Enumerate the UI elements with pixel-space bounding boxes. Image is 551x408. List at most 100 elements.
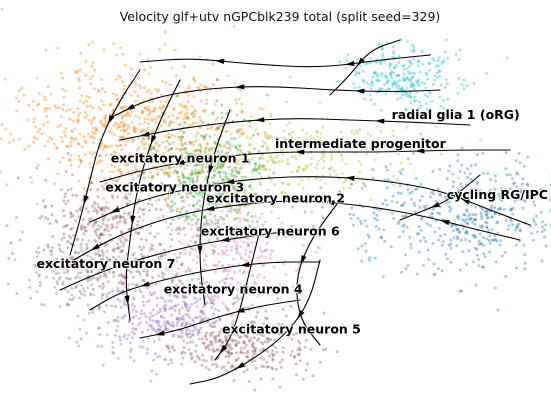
cell-point xyxy=(159,153,163,157)
cell-point xyxy=(193,325,197,329)
cell-point xyxy=(265,93,269,97)
cell-point xyxy=(148,231,152,235)
cell-point xyxy=(412,48,416,52)
cell-point xyxy=(404,213,408,217)
cell-point xyxy=(338,60,342,64)
cell-point xyxy=(125,110,129,114)
cell-point xyxy=(48,106,52,110)
cell-point xyxy=(62,214,66,218)
cell-point xyxy=(61,209,65,213)
cell-point xyxy=(212,169,216,173)
cell-point xyxy=(263,197,267,200)
cell-point xyxy=(519,190,523,194)
cell-point xyxy=(72,233,76,237)
cell-point xyxy=(147,202,150,206)
cell-point xyxy=(105,223,109,227)
cell-point xyxy=(455,227,459,231)
cell-point xyxy=(181,356,185,360)
cell-point xyxy=(250,360,254,364)
cell-point xyxy=(171,324,175,328)
cell-point xyxy=(196,227,199,231)
cell-point xyxy=(61,108,65,111)
cell-point xyxy=(242,340,246,344)
cell-point xyxy=(210,295,214,299)
cell-point xyxy=(420,216,424,220)
cell-point xyxy=(99,206,103,210)
cell-point xyxy=(83,225,87,229)
cell-point xyxy=(539,188,543,191)
cell-point xyxy=(169,120,172,124)
cell-point xyxy=(367,235,371,239)
cell-point xyxy=(114,151,118,155)
cell-point xyxy=(241,197,245,201)
cell-point xyxy=(232,81,236,85)
cell-point xyxy=(405,76,409,80)
cell-point xyxy=(121,135,125,139)
cell-point xyxy=(52,276,56,280)
cell-point xyxy=(51,263,55,267)
cell-point xyxy=(321,348,325,352)
cell-point xyxy=(100,296,104,300)
cell-point xyxy=(175,317,179,321)
cell-point xyxy=(218,330,222,334)
cell-point xyxy=(494,238,498,242)
cell-point xyxy=(217,127,221,131)
cell-point xyxy=(116,221,119,225)
cell-point xyxy=(522,198,526,202)
cell-point xyxy=(418,199,422,202)
cell-point xyxy=(390,76,394,80)
cell-point xyxy=(131,308,135,312)
cell-point xyxy=(189,141,193,145)
cell-point xyxy=(232,208,236,212)
cell-point xyxy=(443,85,447,89)
cell-point xyxy=(151,247,154,251)
cell-point xyxy=(121,281,125,285)
cell-point xyxy=(182,339,186,343)
cell-point xyxy=(269,136,272,140)
cell-point xyxy=(212,264,216,268)
cell-point xyxy=(369,147,373,151)
cell-point xyxy=(154,141,158,144)
cell-point xyxy=(302,168,306,172)
cell-point xyxy=(408,79,412,83)
cell-point xyxy=(175,317,179,321)
cell-point xyxy=(90,283,94,287)
cell-point xyxy=(223,151,227,155)
cell-point xyxy=(223,335,227,338)
cell-point xyxy=(116,246,120,250)
cell-point xyxy=(173,202,177,206)
cell-point xyxy=(29,296,33,300)
cell-point xyxy=(140,140,144,144)
cell-point xyxy=(402,78,406,82)
cell-point xyxy=(243,191,247,195)
cell-point xyxy=(180,323,184,327)
cell-point xyxy=(191,183,195,187)
cell-point xyxy=(258,157,262,160)
cell-point xyxy=(32,140,36,144)
cell-point xyxy=(152,186,155,190)
cell-point xyxy=(46,120,50,124)
cell-point xyxy=(173,309,177,313)
cell-point xyxy=(123,313,127,317)
cell-point xyxy=(46,85,50,88)
cell-point xyxy=(76,107,80,111)
cell-point xyxy=(180,332,184,336)
cell-point xyxy=(184,304,188,308)
cell-point xyxy=(211,62,215,66)
cell-point xyxy=(120,230,124,234)
cell-point xyxy=(51,269,55,273)
cell-point xyxy=(156,184,160,188)
cell-point xyxy=(235,226,239,230)
cell-point xyxy=(248,250,252,254)
cell-point xyxy=(73,138,77,142)
cell-point xyxy=(383,142,387,146)
cell-point xyxy=(209,332,213,336)
cell-point xyxy=(92,136,96,140)
cell-point xyxy=(199,150,203,154)
cell-point xyxy=(173,304,177,308)
cell-point xyxy=(496,220,500,224)
cell-point xyxy=(82,261,86,265)
cell-point xyxy=(229,201,233,205)
cell-point xyxy=(261,334,265,338)
cell-point xyxy=(392,52,396,56)
